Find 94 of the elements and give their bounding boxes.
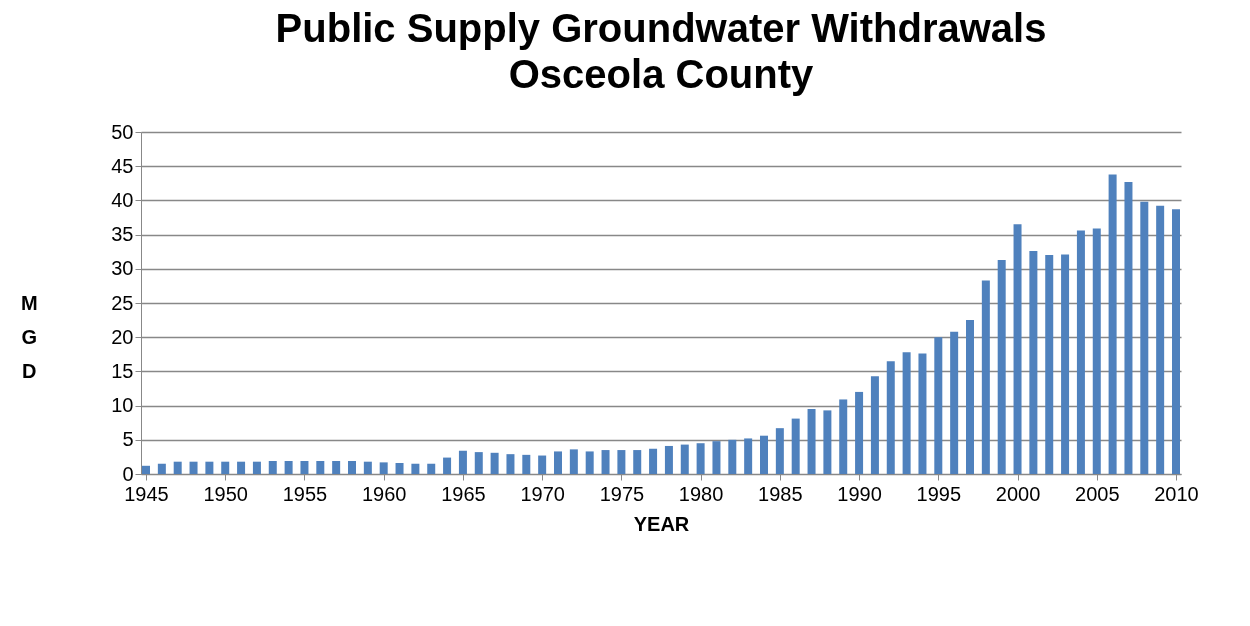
bar <box>1029 251 1038 474</box>
bar <box>1076 230 1085 474</box>
x-tick-label: 1990 <box>837 482 882 505</box>
bar <box>680 444 689 474</box>
x-tick-label: 1955 <box>282 482 328 505</box>
bar <box>427 463 436 474</box>
x-tick-label: 2005 <box>1075 482 1120 505</box>
bar <box>142 465 150 474</box>
bar <box>538 455 547 474</box>
x-tick-label: 1970 <box>520 482 565 505</box>
bar <box>1140 201 1149 474</box>
bar <box>379 462 388 474</box>
bar <box>918 353 927 474</box>
bar <box>1124 181 1133 474</box>
bar <box>268 461 277 474</box>
y-tick-label: 30 <box>111 257 134 280</box>
bar <box>1045 255 1054 474</box>
bar <box>934 337 943 474</box>
bar <box>490 452 499 474</box>
bar <box>601 450 610 474</box>
bar <box>664 445 673 474</box>
bar <box>585 451 594 474</box>
bar <box>712 441 721 474</box>
y-tick-label: 35 <box>111 223 134 246</box>
bar <box>649 448 658 474</box>
bar <box>569 449 578 474</box>
x-tick-label: 1960 <box>361 482 407 505</box>
bar <box>981 280 990 474</box>
x-tick-label: 1965 <box>441 482 486 505</box>
bar <box>284 461 293 474</box>
bar <box>839 399 848 474</box>
bar <box>775 428 784 474</box>
bar <box>760 435 768 474</box>
y-tick-label: 25 <box>111 291 134 314</box>
bar <box>237 461 246 474</box>
bar <box>902 352 911 474</box>
bar <box>300 461 309 474</box>
bar <box>744 438 753 474</box>
y-tick-label: 0 <box>122 462 134 485</box>
bar <box>157 463 166 474</box>
bar <box>458 450 467 474</box>
x-tick-label: 1980 <box>678 482 724 505</box>
bar <box>443 457 452 474</box>
bar <box>1108 174 1117 474</box>
bar <box>855 391 864 474</box>
x-tick-label: 1985 <box>758 482 803 505</box>
x-tick-label: 2010 <box>1154 482 1199 505</box>
y-tick-label: 50 <box>111 120 134 143</box>
bar <box>506 454 515 474</box>
y-tick-label: 40 <box>111 188 134 211</box>
bar <box>617 450 626 474</box>
bar <box>823 410 832 474</box>
bar <box>728 439 737 474</box>
chart-title: Public Supply Groundwater Withdrawals Osceola County <box>275 6 1047 96</box>
bar <box>395 463 404 474</box>
bar <box>554 451 562 474</box>
bar <box>221 461 230 474</box>
bar <box>997 259 1006 474</box>
y-tick-label: 15 <box>111 359 134 382</box>
bar <box>363 461 372 474</box>
x-tick-label: 1975 <box>599 482 645 505</box>
bar <box>189 461 198 474</box>
bar <box>1092 228 1101 474</box>
x-tick-label: 1945 <box>124 482 169 505</box>
bar <box>332 461 341 474</box>
bar <box>1172 209 1180 474</box>
bar <box>205 461 214 474</box>
y-tick-label: 20 <box>111 325 134 348</box>
bar <box>411 463 420 474</box>
y-tick-label: 5 <box>122 428 134 451</box>
bar <box>807 409 816 474</box>
bar <box>1061 254 1070 474</box>
x-tick-label: 2000 <box>995 482 1041 505</box>
bar <box>791 418 800 474</box>
bar <box>950 331 959 474</box>
y-axis-title: MGD <box>20 291 38 382</box>
x-tick-label: 1995 <box>916 482 962 505</box>
bar <box>522 454 531 474</box>
bar <box>633 450 642 474</box>
bar <box>474 452 483 474</box>
bar <box>252 461 261 474</box>
bar <box>1156 205 1165 474</box>
bar <box>870 376 879 474</box>
bar <box>173 461 182 474</box>
bar <box>886 361 895 474</box>
bar <box>1013 224 1022 474</box>
y-tick-label: 10 <box>111 394 134 417</box>
x-tick-label: 1950 <box>203 482 248 505</box>
bar <box>316 461 325 474</box>
y-tick-label: 45 <box>111 154 134 177</box>
bar <box>696 443 705 474</box>
bar <box>348 461 356 474</box>
bar <box>966 320 974 474</box>
x-axis-title: YEAR <box>633 512 690 535</box>
